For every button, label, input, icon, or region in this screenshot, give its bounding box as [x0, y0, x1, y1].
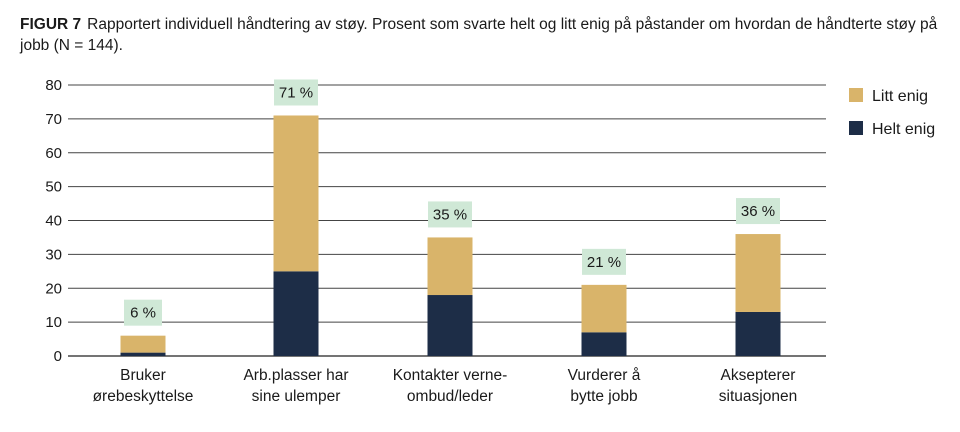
bar-litt-enig: [120, 335, 166, 353]
data-label-bg: [428, 201, 472, 228]
figure-caption: FIGUR 7 Rapportert individuell håndtering…: [20, 14, 940, 56]
data-label-total: 71 %: [279, 84, 313, 101]
y-tick-label: 0: [54, 348, 62, 365]
y-tick-label: 30: [45, 246, 62, 263]
figure-label: FIGUR 7: [20, 16, 82, 33]
data-label-total: 21 %: [587, 254, 621, 271]
bar-helt-enig: [581, 332, 627, 356]
figure-title: Rapportert individuell håndtering av stø…: [20, 16, 938, 54]
data-labels: 6 % 71 % 35 % 21 % 36 %: [124, 79, 780, 326]
bar-litt-enig: [735, 234, 781, 312]
legend-label: Litt enig: [872, 88, 928, 105]
data-label-total: 36 %: [741, 203, 775, 220]
data-label-total: 6 %: [130, 305, 156, 322]
category-label: Bruker ørebeskyttelse: [93, 367, 194, 405]
bar-helt-enig: [273, 271, 319, 356]
data-label-bg: [124, 299, 162, 326]
category-label: Aksepterer situasjonen: [719, 367, 797, 405]
y-tick-label: 20: [45, 280, 62, 297]
data-label-bg: [582, 248, 626, 275]
y-tick-label: 70: [45, 111, 62, 128]
y-tick-label: 10: [45, 314, 62, 331]
legend-swatch: [849, 88, 863, 102]
legend: Litt enig Helt enig: [849, 88, 935, 138]
bar-litt-enig: [427, 237, 473, 296]
bar-helt-enig: [120, 352, 166, 356]
bars: [120, 115, 781, 356]
category-label: Kontakter verne-ombud/leder: [393, 367, 508, 405]
x-axis-categories: Bruker ørebeskyttelse Arb.plasser har sine …: [93, 367, 798, 405]
bar-helt-enig: [427, 295, 473, 356]
y-tick-label: 50: [45, 179, 62, 196]
legend-label: Helt enig: [872, 121, 935, 138]
category-label: Vurderer å bytte jobb: [568, 367, 641, 405]
data-label-bg: [736, 198, 780, 225]
bar-helt-enig: [735, 311, 781, 356]
y-tick-label: 60: [45, 145, 62, 162]
data-label-bg: [274, 79, 318, 106]
legend-swatch: [849, 121, 863, 135]
category-label: Arb.plasser har sine ulemper: [243, 367, 348, 405]
bar-litt-enig: [581, 284, 627, 333]
y-axis-ticks: 0 10 20 30 40 50 60 70 80: [45, 77, 62, 365]
bar-litt-enig: [273, 115, 319, 272]
y-tick-label: 80: [45, 77, 62, 94]
data-label-total: 35 %: [433, 206, 467, 223]
y-tick-label: 40: [45, 213, 62, 230]
